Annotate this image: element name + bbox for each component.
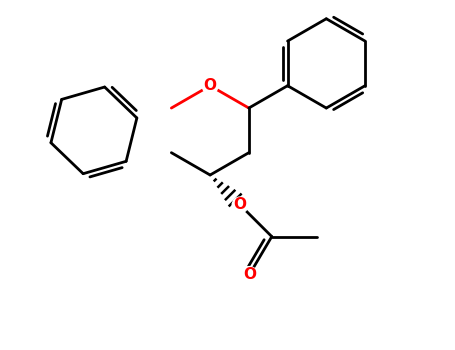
Circle shape bbox=[202, 78, 218, 94]
Text: O: O bbox=[243, 267, 256, 282]
Text: O: O bbox=[203, 78, 217, 93]
Circle shape bbox=[242, 267, 258, 282]
Text: O: O bbox=[234, 197, 247, 212]
Circle shape bbox=[232, 197, 248, 213]
